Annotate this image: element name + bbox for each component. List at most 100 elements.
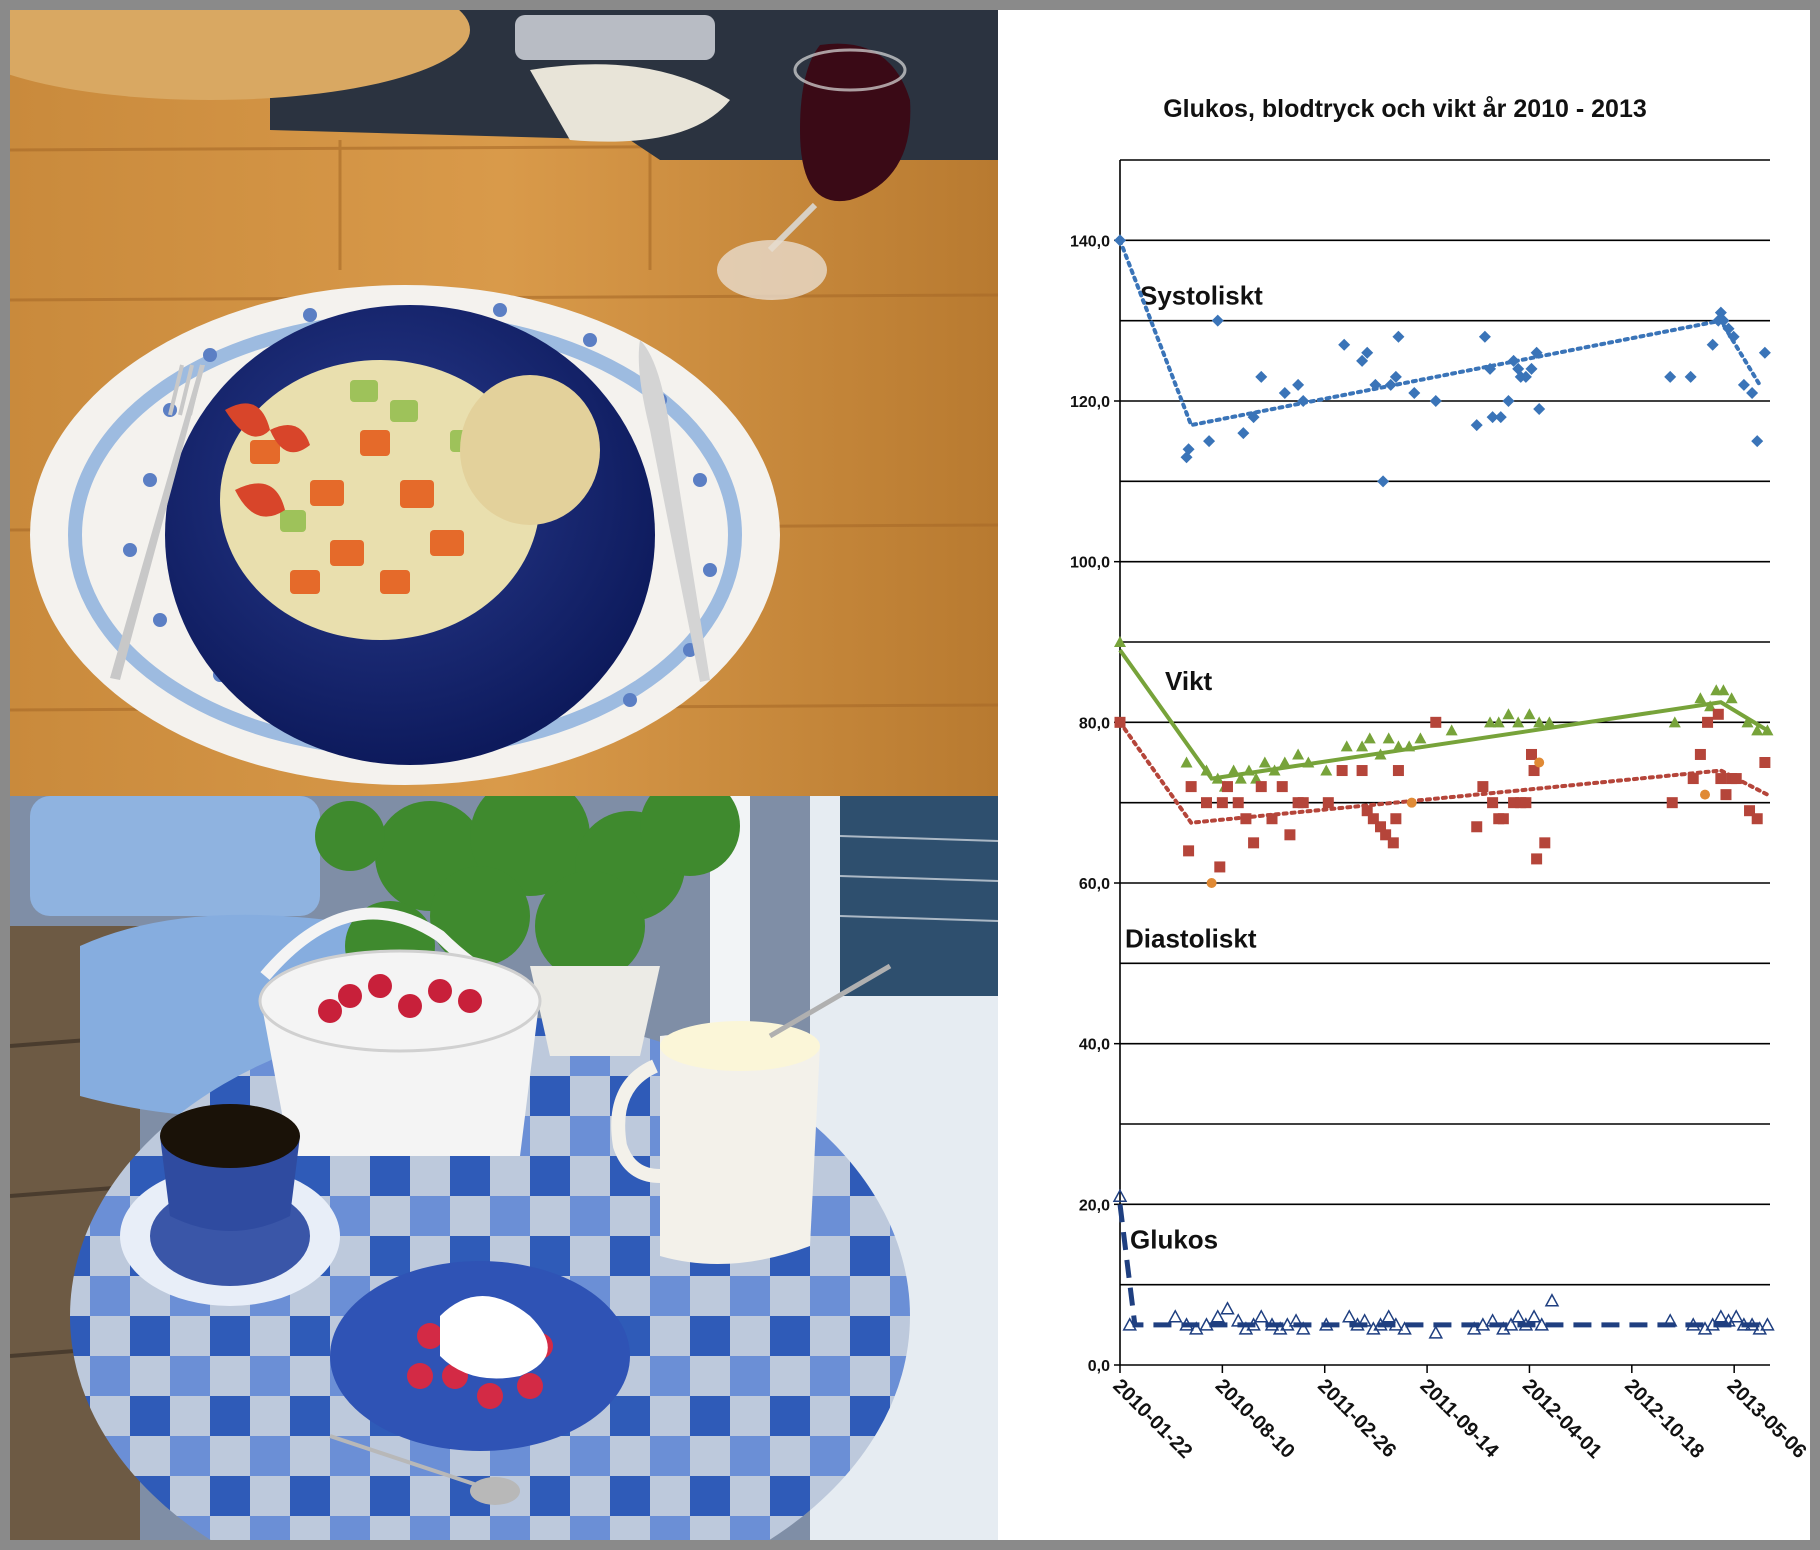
data-point-weight [1211, 772, 1224, 784]
data-point-systolic [1717, 314, 1730, 327]
data-point-weight [1374, 748, 1387, 760]
data-point-systolic [1519, 370, 1532, 383]
data-point-glucose [1503, 1317, 1519, 1331]
data-point-glucose [1318, 1317, 1334, 1331]
y-tick-label: 100,0 [1070, 555, 1110, 572]
data-point-glucose [1705, 1317, 1720, 1331]
data-point-diastolic_alt [1406, 797, 1417, 808]
annotation-label: Systoliskt [1140, 281, 1263, 311]
data-point-systolic [1278, 386, 1291, 399]
data-point-glucose [1373, 1317, 1388, 1331]
data-point-systolic [1429, 395, 1442, 407]
data-point-weight [1543, 716, 1556, 728]
data-point-weight [1533, 716, 1546, 728]
data-point-diastolic [1477, 781, 1489, 793]
health-chart: 0,0 20,0 40,0 60,0 80,0 100,0 120,0 140,0 2010-0… [1070, 159, 1811, 1463]
data-point-diastolic [1255, 781, 1267, 793]
data-point-systolic [1237, 427, 1250, 440]
data-point-diastolic [1221, 781, 1233, 793]
data-point-diastolic [1297, 797, 1309, 809]
trend-line-weight [1118, 648, 1769, 781]
y-tick-label: 80,0 [1079, 715, 1110, 732]
data-point-weight [1234, 772, 1247, 784]
data-point-glucose [1388, 1317, 1404, 1331]
data-point-glucose [1518, 1317, 1534, 1331]
x-tick-label: 2011-09-14 [1416, 1375, 1504, 1463]
data-point-weight [1668, 716, 1681, 728]
data-point-systolic [1706, 338, 1719, 351]
data-point-systolic [1727, 330, 1740, 343]
data-point-diastolic [1183, 845, 1195, 857]
data-point-systolic [1182, 443, 1195, 456]
data-point-glucose [1662, 1313, 1678, 1327]
data-point-glucose [1713, 1309, 1729, 1323]
data-point-glucose [1760, 1317, 1775, 1331]
data-point-systolic [1392, 330, 1405, 343]
data-point-diastolic [1114, 716, 1126, 728]
data-point-glucose [1168, 1309, 1183, 1323]
data-point-diastolic_alt [1700, 789, 1710, 800]
data-point-weight [1114, 636, 1126, 647]
data-point-weight [1278, 756, 1291, 768]
data-point-systolic [1377, 475, 1390, 488]
data-point-diastolic [1390, 813, 1402, 825]
data-point-weight [1403, 740, 1416, 752]
x-tick-label: 2010-01-22 [1108, 1375, 1196, 1463]
data-point-weight [1751, 724, 1764, 736]
data-point-systolic [1714, 306, 1727, 319]
data-point-weight [1502, 708, 1515, 720]
data-point-systolic [1478, 330, 1491, 343]
data-point-diastolic [1531, 853, 1543, 865]
data-point-diastolic [1392, 765, 1404, 777]
data-point-diastolic [1387, 837, 1399, 849]
data-point-weight [1725, 692, 1738, 704]
data-point-glucose [1122, 1317, 1137, 1331]
data-point-systolic [1684, 370, 1697, 383]
data-point-diastolic [1375, 821, 1387, 833]
data-point-glucose [1264, 1317, 1280, 1331]
annotation-label: Glukos [1130, 1225, 1218, 1255]
data-point-weight [1242, 764, 1255, 776]
x-tick-label: 2011-02-26 [1313, 1375, 1400, 1462]
health-chart-panel: Glukos, blodtryck och vikt år 2010 - 201… [1000, 10, 1811, 1540]
data-point-systolic [1255, 370, 1268, 383]
data-point-diastolic [1712, 708, 1724, 720]
trend-line-systolic [1118, 238, 1762, 428]
data-point-glucose [1246, 1317, 1261, 1331]
data-point-weight [1704, 700, 1717, 712]
data-point-weight [1492, 716, 1505, 728]
data-point-diastolic [1367, 813, 1379, 825]
data-point-glucose [1288, 1313, 1304, 1327]
data-point-systolic [1533, 403, 1546, 416]
data-point-systolic [1722, 322, 1735, 335]
data-point-weight [1392, 740, 1405, 752]
data-point-glucose [1485, 1313, 1500, 1327]
trend-line-glucose [1117, 1204, 1768, 1328]
data-point-glucose [1744, 1317, 1760, 1331]
data-point-diastolic [1666, 797, 1678, 809]
data-point-systolic [1494, 411, 1507, 424]
data-point-systolic [1297, 395, 1310, 407]
data-point-systolic [1758, 346, 1771, 359]
data-point-diastolic [1702, 716, 1714, 728]
y-tick-label: 120,0 [1070, 394, 1110, 411]
data-point-systolic [1211, 314, 1224, 327]
data-point-weight [1414, 732, 1427, 744]
data-point-diastolic [1322, 797, 1334, 809]
data-point-weight [1302, 756, 1315, 768]
data-point-diastolic_alt [1206, 878, 1217, 888]
data-point-glucose [1210, 1309, 1226, 1323]
data-point-diastolic [1248, 837, 1260, 849]
data-point-diastolic [1497, 813, 1509, 825]
data-point-glucose [1112, 1188, 1128, 1203]
data-point-glucose [1272, 1321, 1288, 1335]
data-point-glucose [1428, 1325, 1444, 1339]
chart-title: Glukos, blodtryck och vikt år 2010 - 201… [1163, 95, 1647, 123]
data-point-diastolic [1508, 797, 1520, 809]
data-point-weight [1320, 764, 1333, 776]
raspberries-coffee-illustration [10, 796, 998, 1540]
data-point-diastolic [1200, 797, 1212, 809]
data-point-diastolic [1520, 797, 1532, 809]
data-point-diastolic [1487, 797, 1499, 809]
data-point-diastolic [1232, 797, 1244, 809]
